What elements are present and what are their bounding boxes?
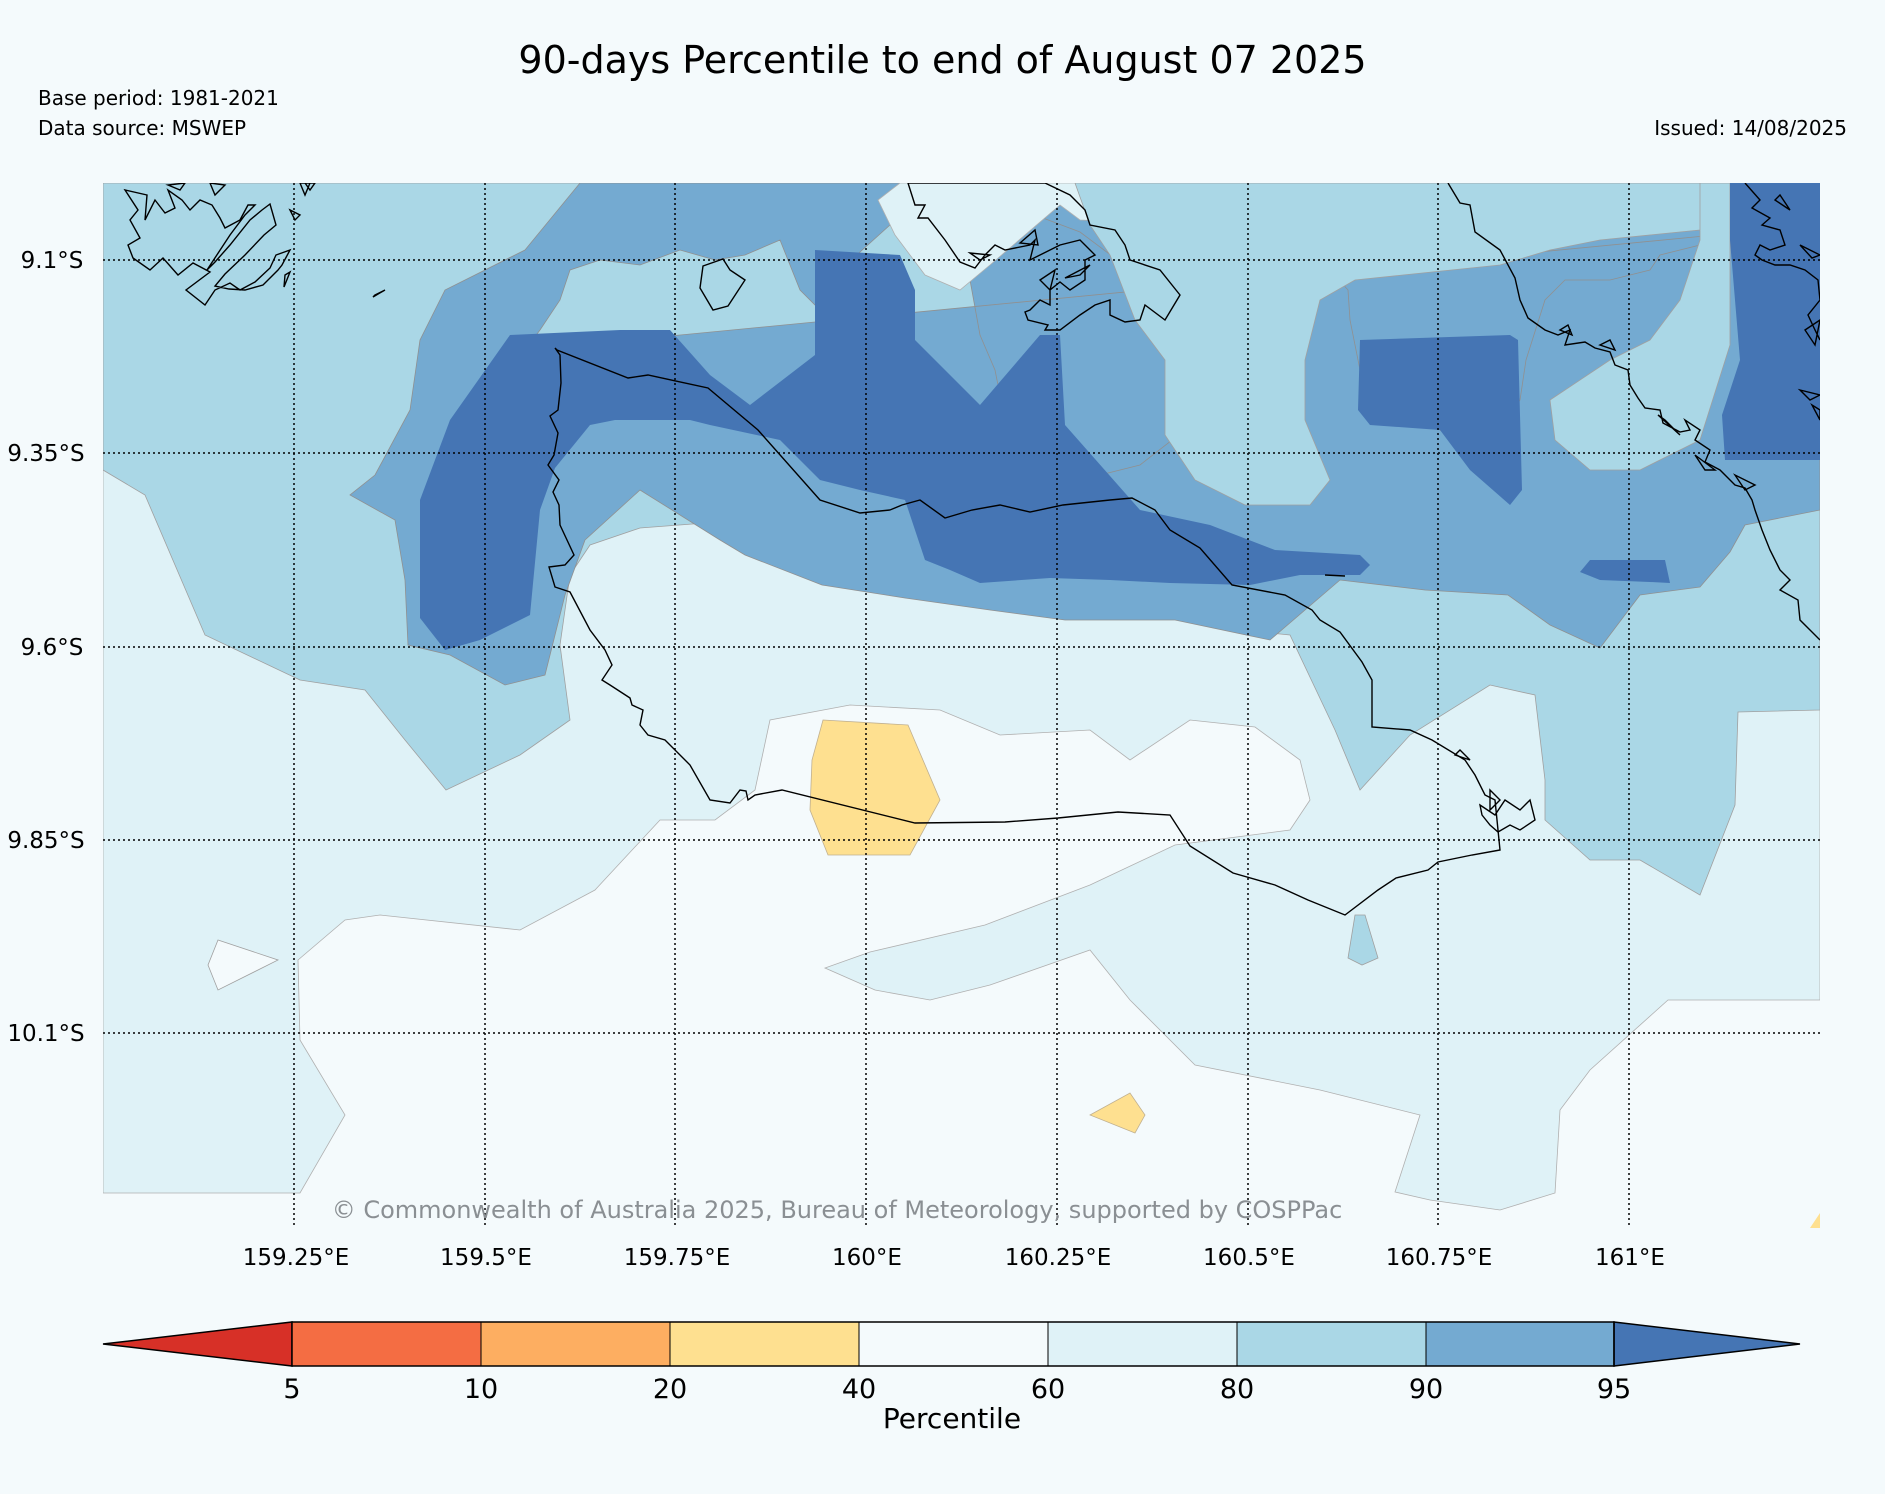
longitude-labels: 159.25°E 159.5°E 159.75°E 160°E 160.25°E…	[243, 1245, 1665, 1271]
lon-label-7: 160.75°E	[1386, 1245, 1493, 1271]
lon-label-4: 160°E	[832, 1245, 902, 1271]
colorbar-swatch-5-10	[292, 1322, 481, 1366]
coastline-northwest	[123, 188, 292, 307]
data-source: Data source: MSWEP	[38, 116, 247, 140]
coastline-north-center	[907, 183, 1181, 331]
colorbar-tick-95: 95	[1597, 1374, 1631, 1405]
coastline-santa-isabel	[547, 347, 1501, 916]
colorbar-swatch-40-60	[859, 1322, 1048, 1366]
colorbar-tick-10: 10	[464, 1374, 498, 1405]
issued-date: Issued: 14/08/2025	[1654, 116, 1847, 140]
colorbar-swatch-above-95	[1613, 1321, 1801, 1367]
lat-label-5: 10.1°S	[7, 1021, 84, 1047]
colorbar-swatch-80-90	[1237, 1322, 1426, 1366]
percentile-95-plus-spot	[1580, 560, 1670, 583]
colorbar-label: Percentile	[883, 1402, 1021, 1435]
percentile-80-90-spot	[1347, 914, 1379, 966]
percentile-95-plus-northeast	[1722, 183, 1820, 460]
coastline-north-island	[699, 258, 746, 311]
percentile-80-90-inner	[1074, 183, 1731, 506]
lon-label-3: 159.75°E	[624, 1245, 731, 1271]
coastline-east-islets	[1744, 183, 1820, 421]
colorbar-tick-80: 80	[1220, 1374, 1254, 1405]
colorbar-swatch-10-20	[481, 1322, 670, 1366]
lon-label-1: 159.25°E	[243, 1245, 350, 1271]
lon-label-2: 159.5°E	[440, 1245, 532, 1271]
percentile-40-60-islet	[207, 939, 280, 991]
colorbar-tick-90: 90	[1409, 1374, 1443, 1405]
base-period: Base period: 1981-2021	[38, 86, 279, 110]
colorbar-frame	[291, 1321, 1615, 1367]
lat-label-4: 9.85°S	[7, 828, 84, 854]
percentile-20-40-corner	[1810, 1213, 1820, 1228]
coastline-northwest-islet	[165, 183, 386, 298]
meta-left: Base period: 1981-2021 Data source: MSWE…	[38, 83, 279, 143]
colorbar-tick-20: 20	[653, 1374, 687, 1405]
lat-label-3: 9.6°S	[21, 635, 84, 661]
colorbar-swatch-90-95	[1426, 1322, 1614, 1366]
coastline-malaita	[1447, 183, 1820, 641]
map-area: © Commonwealth of Australia 2025, Bureau…	[103, 183, 1820, 1228]
lat-label-1: 9.1°S	[21, 248, 84, 274]
percentile-20-40-spot	[1089, 1092, 1146, 1134]
lat-label-2: 9.35°S	[7, 441, 84, 467]
lon-label-5: 160.25°E	[1005, 1245, 1112, 1271]
gridlines	[103, 183, 1820, 1228]
colorbar: 5 10 20 40 60 80 90 95 Percentile	[102, 1321, 1801, 1435]
map-title: 90-days Percentile to end of August 07 2…	[518, 38, 1367, 82]
coastline-small-islet-2	[1453, 749, 1536, 833]
copyright-notice: © Commonwealth of Australia 2025, Bureau…	[332, 1196, 1343, 1224]
percentile-95-plus-east	[1358, 335, 1522, 505]
colorbar-swatch-60-80	[1048, 1322, 1237, 1366]
lon-label-8: 161°E	[1595, 1245, 1665, 1271]
coastline-small-islet-1	[1324, 574, 1346, 577]
colorbar-swatch-20-40	[670, 1322, 859, 1366]
colorbar-dividers	[480, 1322, 1427, 1366]
lon-label-6: 160.5°E	[1203, 1245, 1295, 1271]
latitude-labels: 9.1°S 9.35°S 9.6°S 9.85°S 10.1°S	[7, 248, 84, 1047]
coastlines	[123, 183, 1820, 916]
colorbar-swatch-below-5	[102, 1321, 293, 1367]
percentile-95-plus-region	[420, 250, 1370, 650]
colorbar-tick-5: 5	[283, 1374, 300, 1405]
colorbar-tick-60: 60	[1031, 1374, 1065, 1405]
colorbar-tick-40: 40	[842, 1374, 876, 1405]
